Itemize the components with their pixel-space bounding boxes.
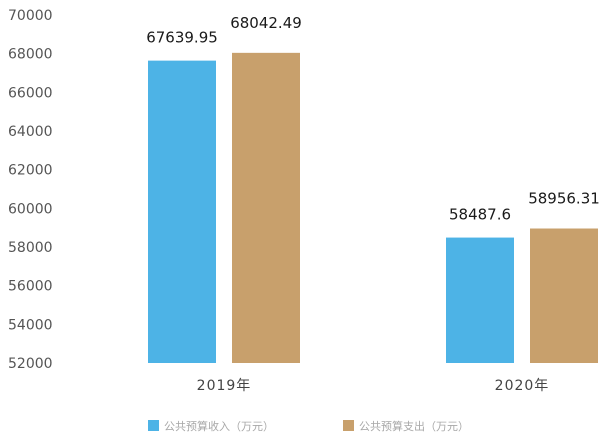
legend-swatch bbox=[148, 420, 159, 431]
legend-swatch bbox=[343, 420, 354, 431]
bar bbox=[530, 228, 598, 363]
data-label: 58956.31 bbox=[528, 190, 600, 208]
data-label: 67639.95 bbox=[146, 29, 218, 47]
bars bbox=[148, 52, 598, 364]
bar bbox=[446, 237, 514, 363]
y-axis: 70000 68000 66000 64000 62000 60000 58000 56000… bbox=[8, 8, 53, 372]
bar bbox=[232, 52, 300, 364]
data-label: 68042.49 bbox=[230, 14, 302, 32]
y-tick-label: 58000 bbox=[8, 240, 53, 256]
y-tick-label: 54000 bbox=[8, 317, 53, 333]
x-category-label: 2019年 bbox=[197, 378, 252, 394]
y-tick-label: 60000 bbox=[8, 201, 53, 217]
y-tick-label: 64000 bbox=[8, 124, 53, 140]
data-label: 58487.6 bbox=[449, 206, 511, 224]
y-tick-label: 70000 bbox=[8, 8, 53, 24]
y-tick-label: 56000 bbox=[8, 279, 53, 295]
y-tick-label: 52000 bbox=[8, 356, 53, 372]
data-labels: 67639.95 58487.6 68042.49 58956.31 bbox=[146, 14, 600, 224]
legend: 公共预算收入（万元） 公共预算支出（万元） bbox=[148, 419, 469, 433]
x-category-label: 2020年 bbox=[495, 378, 550, 394]
legend-label: 公共预算收入（万元） bbox=[164, 419, 274, 433]
legend-label: 公共预算支出（万元） bbox=[359, 419, 469, 433]
y-tick-label: 66000 bbox=[8, 85, 53, 101]
bar bbox=[148, 60, 216, 364]
x-axis: 2019年 2020年 bbox=[197, 378, 550, 394]
y-tick-label: 62000 bbox=[8, 163, 53, 179]
y-tick-label: 68000 bbox=[8, 47, 53, 63]
